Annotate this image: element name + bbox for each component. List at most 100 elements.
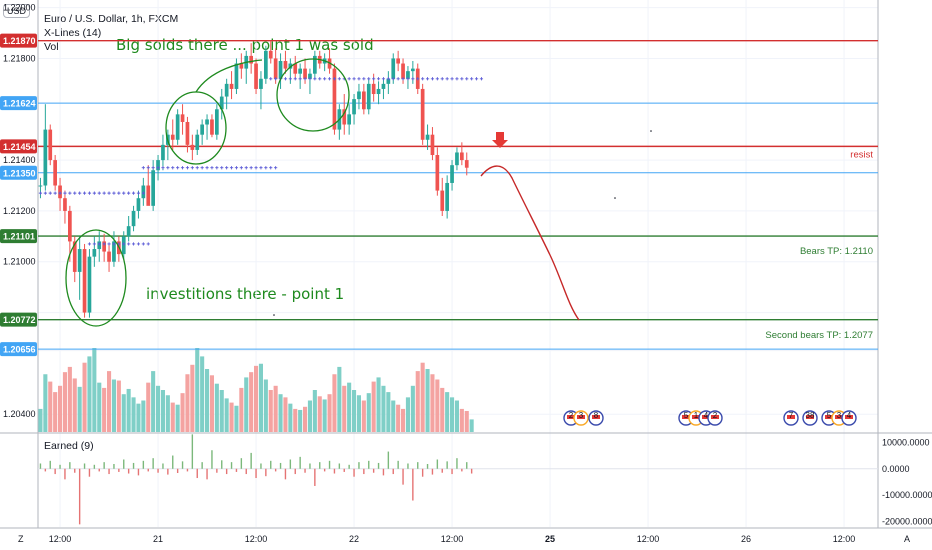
candle-body <box>288 63 293 69</box>
xlines-marker <box>107 242 111 246</box>
volume-bar <box>401 408 406 432</box>
candle-body <box>308 73 312 79</box>
xlines-marker <box>411 77 415 81</box>
candle-body <box>391 58 396 79</box>
volume-bar <box>356 395 361 432</box>
xlines-marker <box>185 166 190 170</box>
candle-body <box>278 60 283 79</box>
xlines-marker <box>460 77 464 81</box>
candle-body <box>92 249 97 257</box>
event-flag <box>787 415 795 419</box>
volume-bar <box>352 390 357 432</box>
level-badge-1.20656 <box>0 342 37 357</box>
xlines-marker <box>141 166 145 170</box>
xlines-marker <box>406 77 410 81</box>
xlines-marker <box>102 191 106 195</box>
level-badge-text-1.21454: 1.21454 <box>3 142 36 152</box>
earned-tick--10000.0000: -10000.0000 <box>882 490 932 500</box>
candle-body <box>38 185 43 187</box>
xlines-marker <box>92 242 96 246</box>
candle-body <box>68 210 72 242</box>
volume-bar <box>337 366 342 432</box>
event-badge-label: 38 <box>806 411 815 420</box>
candle-body <box>161 144 165 161</box>
xlines-marker <box>288 77 292 81</box>
xlines-marker <box>48 191 52 195</box>
candle-body <box>303 68 307 79</box>
xlines-marker <box>274 77 278 81</box>
xlines-marker <box>136 242 141 246</box>
xlines-marker <box>97 191 101 195</box>
event-flag <box>592 415 600 419</box>
volume-bar <box>151 371 156 432</box>
xlines-marker <box>122 191 126 195</box>
xlines-marker <box>264 166 268 170</box>
candle-series <box>38 40 469 318</box>
volume-bar <box>410 385 415 432</box>
symbol-title[interactable]: Euro / U.S. Dollar, 1h, FXCM <box>44 13 179 25</box>
xlines-marker <box>131 191 136 195</box>
xlines-marker <box>200 166 204 170</box>
auto-scale-button: A <box>904 534 910 544</box>
candle-body <box>259 78 263 89</box>
xlines-marker <box>176 166 180 170</box>
annotation-ellipse <box>65 229 127 327</box>
candle-body <box>185 121 190 145</box>
volume-bar <box>420 362 425 432</box>
indicator-vol-label[interactable]: Vol <box>44 41 59 53</box>
volume-bar <box>322 399 327 432</box>
candle-body <box>210 119 214 135</box>
xlines-marker <box>465 77 469 81</box>
volume-bar <box>111 379 116 432</box>
xlines-marker <box>92 191 96 195</box>
price-tick-1.21800: 1.21800 <box>3 53 36 63</box>
xlines-marker <box>136 191 141 195</box>
xlines-marker <box>430 77 435 81</box>
volume-bar <box>396 404 401 432</box>
candle-body <box>195 134 200 150</box>
candle-body <box>63 198 67 211</box>
volume-bar <box>141 400 146 432</box>
xlines-marker <box>259 166 263 170</box>
time-tick-12:00: 12:00 <box>245 534 268 544</box>
xlines-marker <box>298 77 302 81</box>
xlines-marker <box>63 191 67 195</box>
time-tick-25: 25 <box>545 534 555 544</box>
time-tick-12:00: 12:00 <box>833 534 856 544</box>
event-badge-label: 8 <box>594 411 599 420</box>
volume-bar <box>278 394 283 432</box>
volume-bar <box>440 387 445 432</box>
volume-bar <box>48 381 53 432</box>
event-badge-label: 2 <box>569 411 574 420</box>
earned-indicator-label[interactable]: Earned (9) <box>44 440 94 452</box>
xlines-marker <box>166 166 170 170</box>
xlines-marker <box>97 242 101 246</box>
candle-body <box>180 114 185 122</box>
time-tick-12:00: 12:00 <box>637 534 660 544</box>
xlines-marker <box>249 166 253 170</box>
candle-body <box>156 160 160 171</box>
candle-body <box>381 83 386 89</box>
xlines-marker <box>180 166 185 170</box>
volume-bar <box>303 406 308 432</box>
indicator-xlines-label[interactable]: X-Lines (14) <box>44 27 102 39</box>
chart-legend: Euro / U.S. Dollar, 1h, FXCM X-Lines (14… <box>44 12 178 54</box>
candle-body <box>175 114 180 140</box>
xlines-marker <box>357 77 361 81</box>
currency-scale-tag[interactable]: USD <box>3 4 31 18</box>
volume-bar <box>121 394 126 432</box>
xlines-marker <box>112 242 116 246</box>
price-tick-1.20400: 1.20400 <box>3 409 36 419</box>
volume-bar <box>92 348 97 432</box>
candle-body <box>254 63 258 89</box>
volume-bar <box>185 374 190 432</box>
candle-body <box>411 68 415 72</box>
candle-body <box>264 50 268 79</box>
annotation-investitions[interactable]: investitions there - point 1 <box>146 285 345 303</box>
candle-body <box>440 190 445 211</box>
xlines-marker <box>234 166 239 170</box>
candle-body <box>352 99 356 115</box>
level-badge-text-1.21624: 1.21624 <box>3 99 36 109</box>
candle-body <box>268 50 273 59</box>
